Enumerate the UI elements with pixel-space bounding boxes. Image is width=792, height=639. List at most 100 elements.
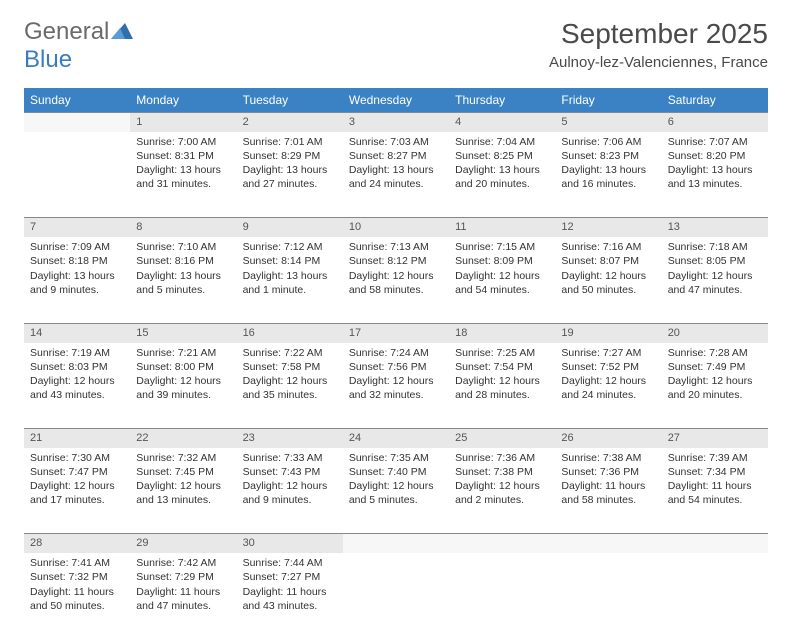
sunrise-text: Sunrise: 7:39 AM: [668, 451, 762, 465]
day-content-cell: Sunrise: 7:07 AMSunset: 8:20 PMDaylight:…: [662, 132, 768, 218]
logo: GeneralBlue: [24, 18, 133, 74]
weekday-header: Wednesday: [343, 88, 449, 113]
day-content-cell: Sunrise: 7:00 AMSunset: 8:31 PMDaylight:…: [130, 132, 236, 218]
sunrise-text: Sunrise: 7:04 AM: [455, 135, 549, 149]
day-number-cell: 25: [449, 429, 555, 448]
daylight-text: Daylight: 12 hours and 28 minutes.: [455, 374, 549, 402]
daylight-text: Daylight: 12 hours and 35 minutes.: [243, 374, 337, 402]
day-content-cell: Sunrise: 7:18 AMSunset: 8:05 PMDaylight:…: [662, 237, 768, 323]
sunset-text: Sunset: 7:36 PM: [561, 465, 655, 479]
sunset-text: Sunset: 8:18 PM: [30, 254, 124, 268]
daylight-text: Daylight: 12 hours and 47 minutes.: [668, 269, 762, 297]
day-content-row: Sunrise: 7:00 AMSunset: 8:31 PMDaylight:…: [24, 132, 768, 218]
day-number-cell: 27: [662, 429, 768, 448]
sunset-text: Sunset: 8:25 PM: [455, 149, 549, 163]
sunset-text: Sunset: 8:23 PM: [561, 149, 655, 163]
day-number-cell: 30: [237, 534, 343, 553]
day-number-cell: 5: [555, 113, 661, 132]
header: GeneralBlue September 2025 Aulnoy-lez-Va…: [24, 18, 768, 74]
day-content-cell: Sunrise: 7:35 AMSunset: 7:40 PMDaylight:…: [343, 448, 449, 534]
day-content-cell: Sunrise: 7:28 AMSunset: 7:49 PMDaylight:…: [662, 343, 768, 429]
sunrise-text: Sunrise: 7:25 AM: [455, 346, 549, 360]
day-content-cell: Sunrise: 7:32 AMSunset: 7:45 PMDaylight:…: [130, 448, 236, 534]
day-content-cell: Sunrise: 7:30 AMSunset: 7:47 PMDaylight:…: [24, 448, 130, 534]
day-content-row: Sunrise: 7:09 AMSunset: 8:18 PMDaylight:…: [24, 237, 768, 323]
sunset-text: Sunset: 8:31 PM: [136, 149, 230, 163]
day-number-cell: 26: [555, 429, 661, 448]
day-number-cell: 10: [343, 218, 449, 237]
sunrise-text: Sunrise: 7:41 AM: [30, 556, 124, 570]
logo-text-b: Blue: [24, 46, 72, 73]
calendar-table: SundayMondayTuesdayWednesdayThursdayFrid…: [24, 88, 768, 639]
sunset-text: Sunset: 8:14 PM: [243, 254, 337, 268]
daylight-text: Daylight: 11 hours and 43 minutes.: [243, 585, 337, 613]
sunrise-text: Sunrise: 7:28 AM: [668, 346, 762, 360]
logo-text: GeneralBlue: [24, 18, 133, 74]
daylight-text: Daylight: 12 hours and 20 minutes.: [668, 374, 762, 402]
sunrise-text: Sunrise: 7:06 AM: [561, 135, 655, 149]
sunset-text: Sunset: 7:29 PM: [136, 570, 230, 584]
weekday-header: Sunday: [24, 88, 130, 113]
day-content-cell: Sunrise: 7:25 AMSunset: 7:54 PMDaylight:…: [449, 343, 555, 429]
day-content-cell: Sunrise: 7:06 AMSunset: 8:23 PMDaylight:…: [555, 132, 661, 218]
day-number-cell: [662, 534, 768, 553]
sunset-text: Sunset: 7:45 PM: [136, 465, 230, 479]
day-number-cell: 12: [555, 218, 661, 237]
day-content-cell: [343, 553, 449, 639]
day-content-cell: [555, 553, 661, 639]
weekday-header: Saturday: [662, 88, 768, 113]
day-number-cell: 16: [237, 323, 343, 342]
day-content-row: Sunrise: 7:41 AMSunset: 7:32 PMDaylight:…: [24, 553, 768, 639]
sunrise-text: Sunrise: 7:35 AM: [349, 451, 443, 465]
day-number-cell: 28: [24, 534, 130, 553]
sunrise-text: Sunrise: 7:09 AM: [30, 240, 124, 254]
day-content-cell: Sunrise: 7:22 AMSunset: 7:58 PMDaylight:…: [237, 343, 343, 429]
day-content-cell: Sunrise: 7:16 AMSunset: 8:07 PMDaylight:…: [555, 237, 661, 323]
day-number-cell: 2: [237, 113, 343, 132]
day-number-cell: 13: [662, 218, 768, 237]
sunrise-text: Sunrise: 7:07 AM: [668, 135, 762, 149]
daylight-text: Daylight: 13 hours and 13 minutes.: [668, 163, 762, 191]
day-number-cell: 4: [449, 113, 555, 132]
day-number-row: 123456: [24, 113, 768, 132]
daylight-text: Daylight: 12 hours and 9 minutes.: [243, 479, 337, 507]
title-block: September 2025 Aulnoy-lez-Valenciennes, …: [549, 18, 768, 71]
daylight-text: Daylight: 12 hours and 32 minutes.: [349, 374, 443, 402]
day-number-cell: 15: [130, 323, 236, 342]
day-number-cell: [449, 534, 555, 553]
day-content-cell: [662, 553, 768, 639]
daylight-text: Daylight: 12 hours and 58 minutes.: [349, 269, 443, 297]
daylight-text: Daylight: 12 hours and 13 minutes.: [136, 479, 230, 507]
sunset-text: Sunset: 7:54 PM: [455, 360, 549, 374]
daylight-text: Daylight: 13 hours and 16 minutes.: [561, 163, 655, 191]
sunrise-text: Sunrise: 7:36 AM: [455, 451, 549, 465]
sunset-text: Sunset: 7:38 PM: [455, 465, 549, 479]
day-number-cell: 19: [555, 323, 661, 342]
day-content-cell: Sunrise: 7:38 AMSunset: 7:36 PMDaylight:…: [555, 448, 661, 534]
sunset-text: Sunset: 7:58 PM: [243, 360, 337, 374]
sunset-text: Sunset: 7:43 PM: [243, 465, 337, 479]
day-content-cell: Sunrise: 7:21 AMSunset: 8:00 PMDaylight:…: [130, 343, 236, 429]
day-number-cell: 17: [343, 323, 449, 342]
sunset-text: Sunset: 8:07 PM: [561, 254, 655, 268]
weekday-header: Friday: [555, 88, 661, 113]
daylight-text: Daylight: 12 hours and 39 minutes.: [136, 374, 230, 402]
sunrise-text: Sunrise: 7:18 AM: [668, 240, 762, 254]
day-number-row: 14151617181920: [24, 323, 768, 342]
day-content-cell: Sunrise: 7:12 AMSunset: 8:14 PMDaylight:…: [237, 237, 343, 323]
day-number-cell: [343, 534, 449, 553]
sunrise-text: Sunrise: 7:15 AM: [455, 240, 549, 254]
sunrise-text: Sunrise: 7:21 AM: [136, 346, 230, 360]
sunrise-text: Sunrise: 7:19 AM: [30, 346, 124, 360]
sunset-text: Sunset: 8:16 PM: [136, 254, 230, 268]
day-content-cell: Sunrise: 7:13 AMSunset: 8:12 PMDaylight:…: [343, 237, 449, 323]
day-number-row: 282930: [24, 534, 768, 553]
day-content-cell: Sunrise: 7:27 AMSunset: 7:52 PMDaylight:…: [555, 343, 661, 429]
sunset-text: Sunset: 8:00 PM: [136, 360, 230, 374]
daylight-text: Daylight: 13 hours and 20 minutes.: [455, 163, 549, 191]
day-number-cell: 6: [662, 113, 768, 132]
day-content-cell: Sunrise: 7:09 AMSunset: 8:18 PMDaylight:…: [24, 237, 130, 323]
daylight-text: Daylight: 13 hours and 9 minutes.: [30, 269, 124, 297]
day-number-cell: 3: [343, 113, 449, 132]
weekday-header: Thursday: [449, 88, 555, 113]
